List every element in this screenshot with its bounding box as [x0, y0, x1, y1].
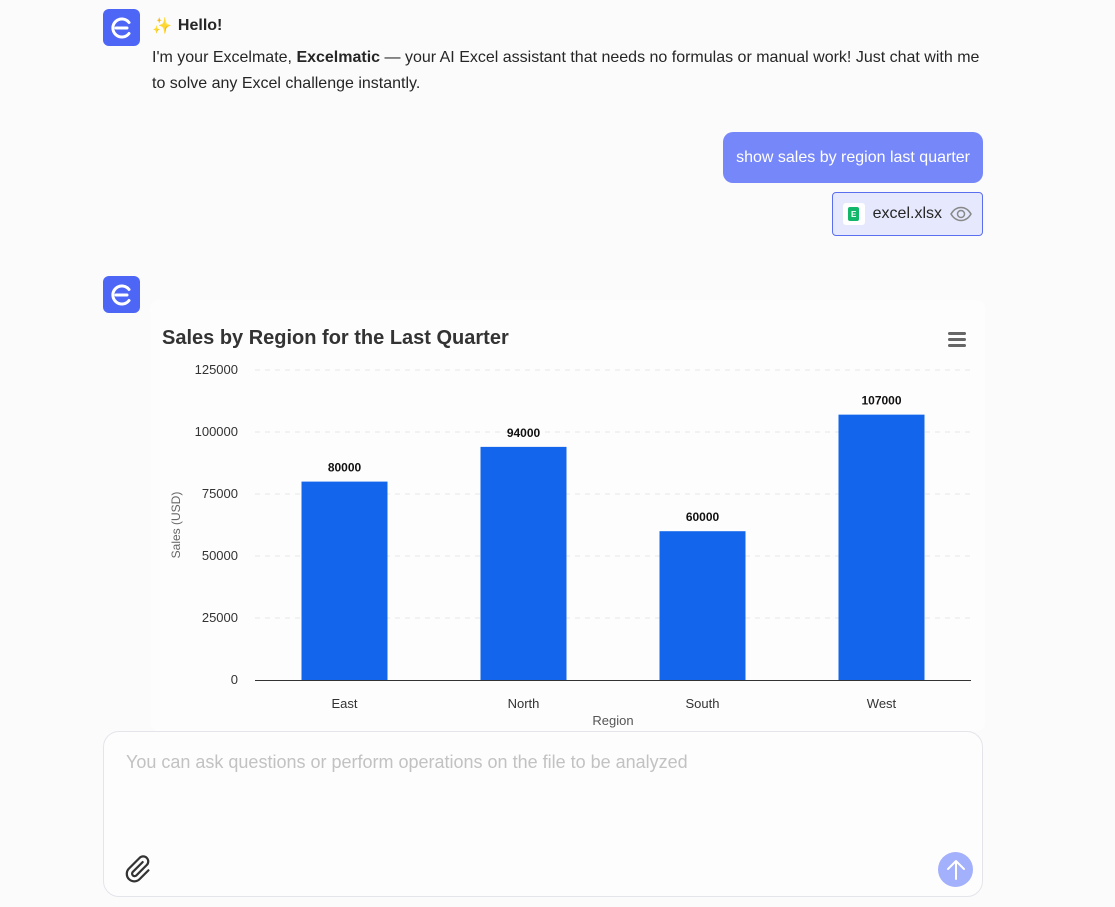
data-label: 107000	[861, 394, 901, 408]
x-tick-label: East	[331, 696, 357, 711]
eye-icon[interactable]	[950, 206, 972, 222]
y-axis-label: Sales (USD)	[169, 492, 183, 559]
bar-west[interactable]	[838, 414, 925, 680]
excelmatic-logo-icon	[110, 284, 130, 305]
y-tick-label: 0	[231, 672, 238, 687]
greeting-text: Hello!	[177, 17, 223, 34]
x-axis-label: Region	[592, 713, 633, 728]
intro-suffix: — your AI Excel assistant that needs no …	[152, 49, 980, 92]
arrow-up-icon	[946, 859, 965, 880]
x-tick-label: West	[867, 696, 897, 711]
bar-east[interactable]	[301, 481, 388, 680]
user-message-bubble: show sales by region last quarter	[723, 132, 983, 183]
y-tick-label: 100000	[195, 424, 238, 439]
intro-prefix: I'm your Excelmate,	[152, 49, 297, 66]
paperclip-icon[interactable]	[122, 854, 152, 884]
data-label: 80000	[328, 461, 362, 475]
bar-chart: Sales by Region for the Last Quarter 0 25…	[162, 327, 971, 728]
greeting-heading: ✨ Hello!	[152, 16, 222, 36]
assistant-avatar	[103, 276, 140, 313]
intro-brand: Excelmatic	[296, 49, 381, 66]
y-tick-label: 50000	[202, 548, 238, 563]
attachment-chip[interactable]: E excel.xlsx	[831, 192, 983, 236]
spreadsheet-file-icon: E	[842, 203, 865, 225]
chat-input[interactable]	[124, 750, 958, 834]
y-tick-label: 25000	[202, 610, 238, 625]
sparkle-icon: ✨	[152, 18, 172, 35]
data-label: 60000	[686, 510, 720, 524]
assistant-avatar	[103, 9, 140, 46]
x-tick-label: South	[686, 696, 720, 711]
data-label: 94000	[507, 426, 541, 440]
y-tick-label: 75000	[202, 486, 238, 501]
chart-title: Sales by Region for the Last Quarter	[162, 327, 509, 349]
attachment-name: excel.xlsx	[872, 205, 942, 222]
intro-message: I'm your Excelmate, Excelmatic — your AI…	[152, 45, 992, 97]
bar-south[interactable]	[659, 531, 746, 680]
chart-menu-icon[interactable]	[948, 332, 966, 347]
x-tick-label: North	[508, 696, 540, 711]
bar-north[interactable]	[480, 446, 567, 680]
chart-card: Sales by Region for the Last Quarter 0 25…	[150, 300, 985, 731]
chat-input-box	[103, 731, 983, 897]
y-tick-label: 125000	[195, 362, 238, 377]
excelmatic-logo-icon	[110, 17, 130, 38]
send-button[interactable]	[938, 852, 973, 887]
